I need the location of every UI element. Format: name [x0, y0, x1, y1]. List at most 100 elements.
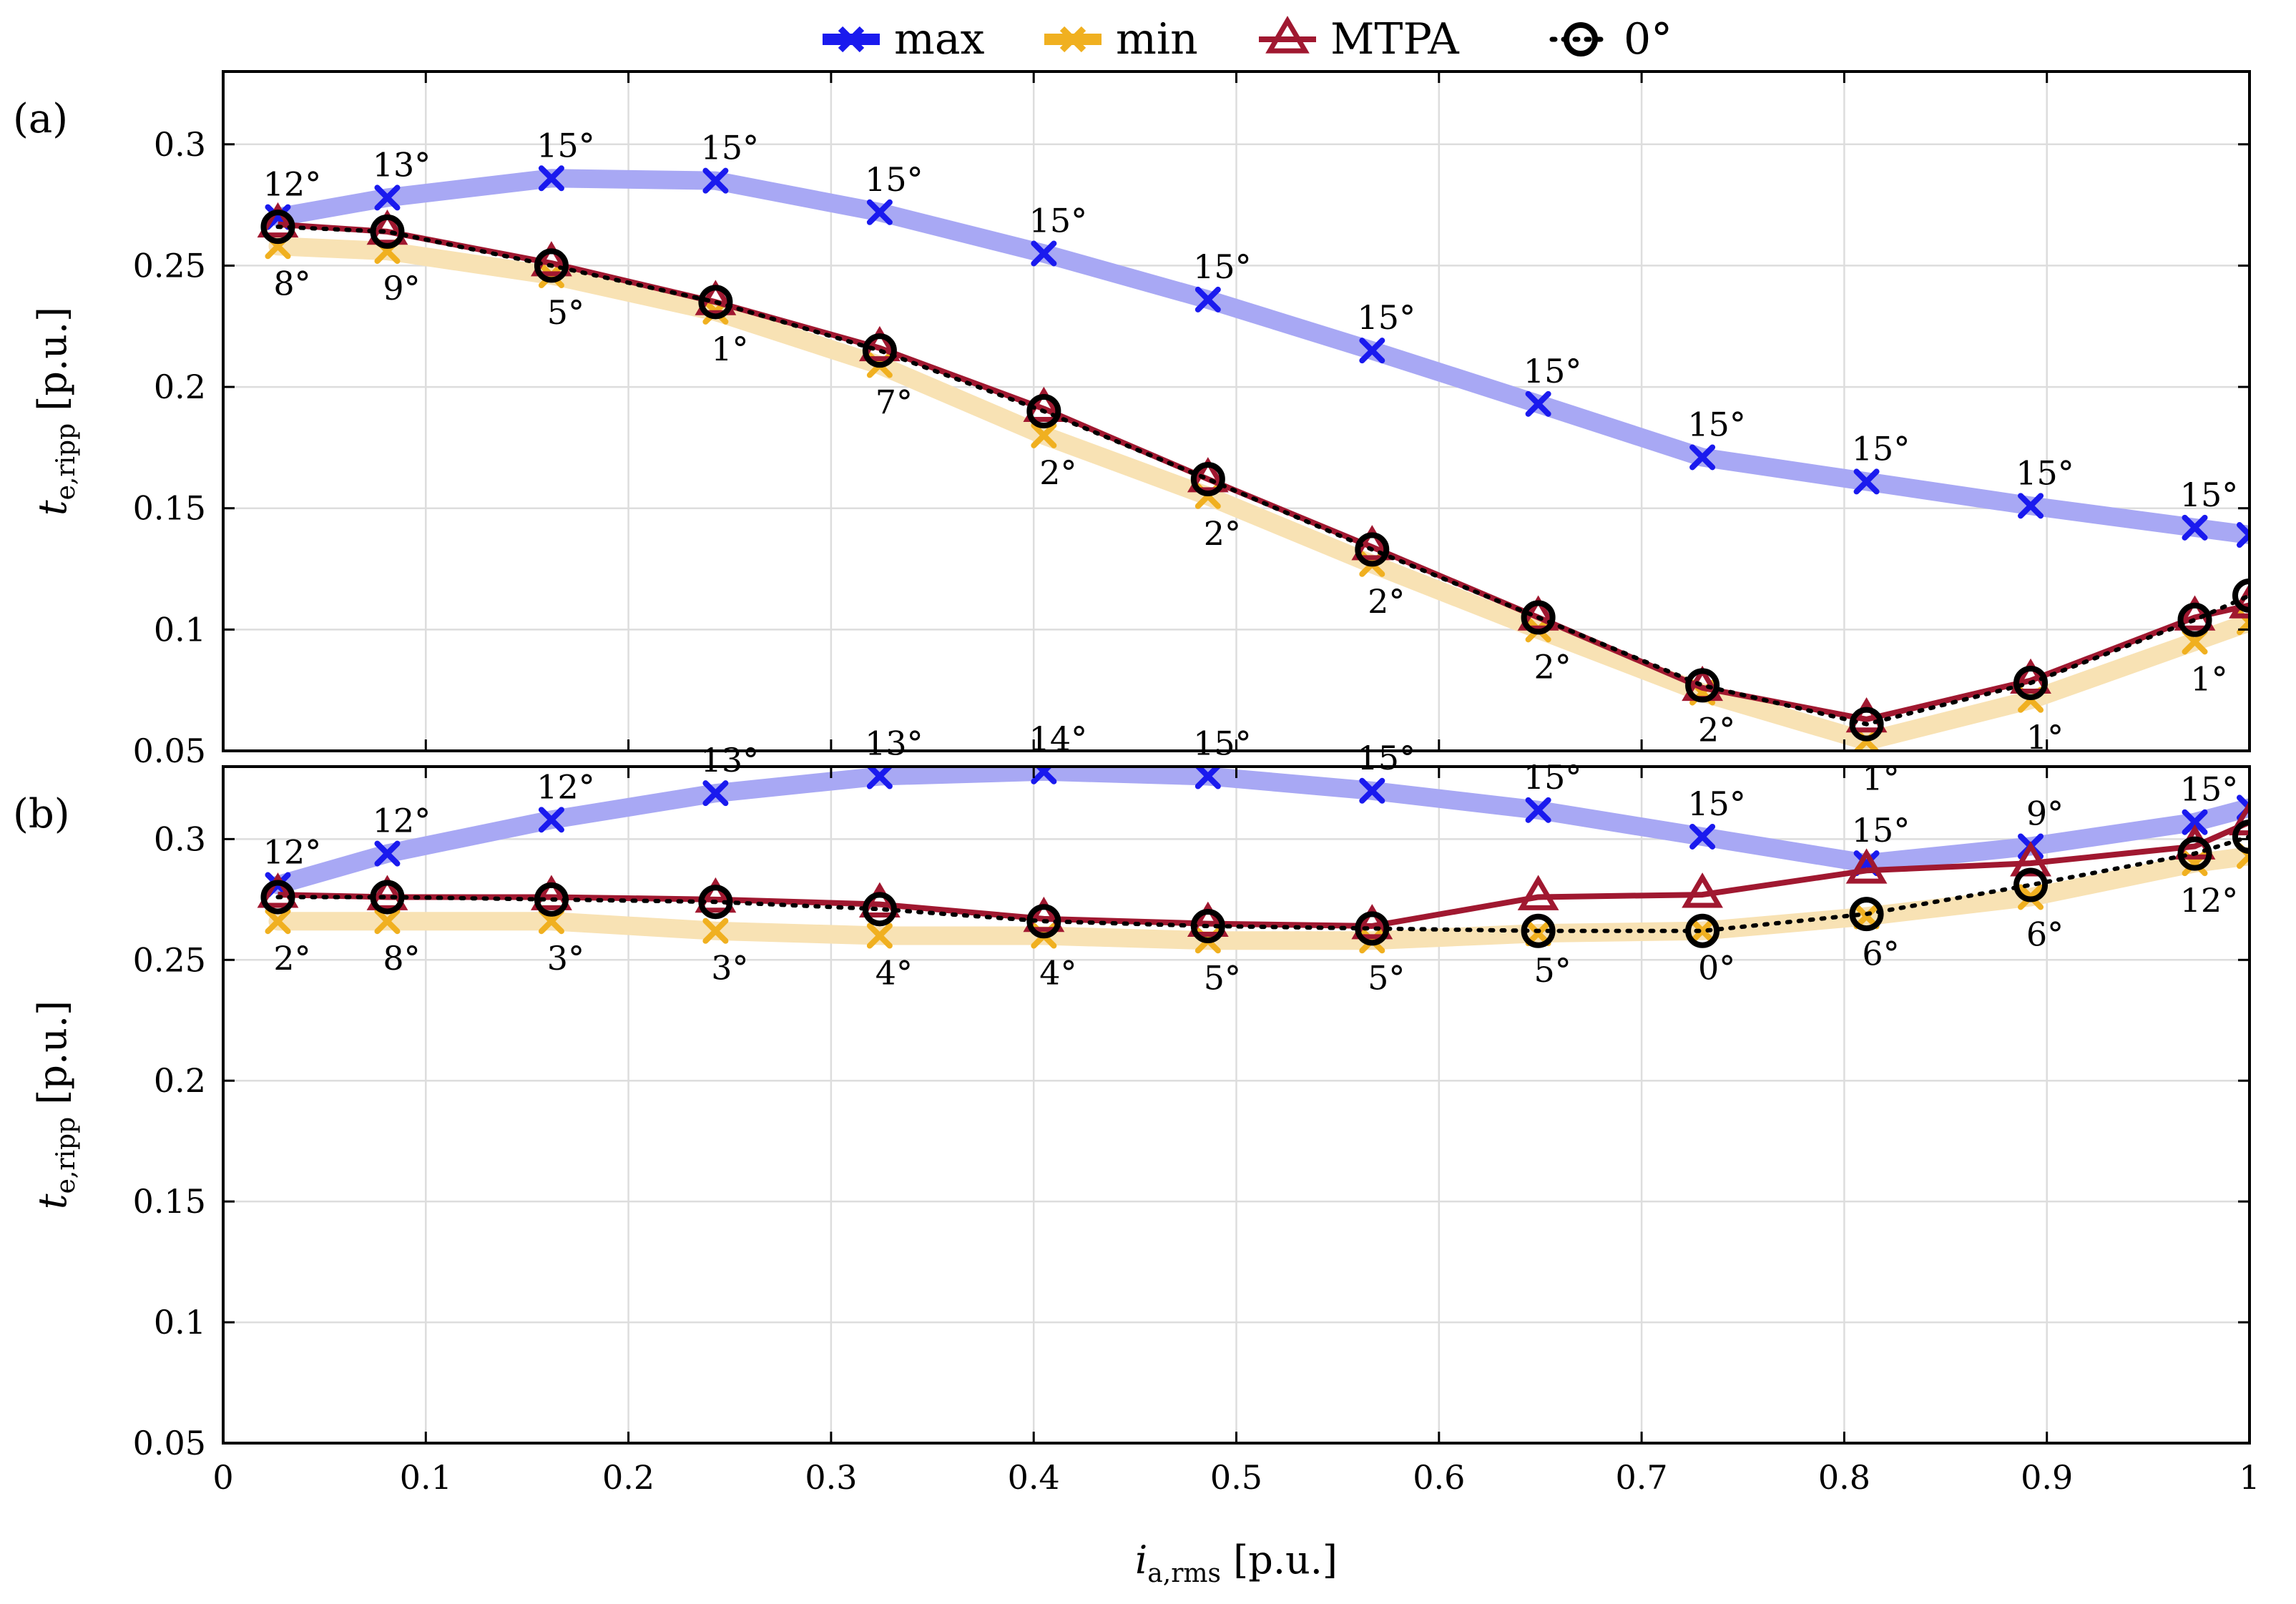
max-marker: [702, 780, 729, 807]
x-tick-label: 0.9: [2021, 1458, 2073, 1497]
zero-marker: [2013, 666, 2049, 700]
y-tick-label: 0.2: [154, 1061, 206, 1100]
min-angle-label: 2°: [1698, 711, 1735, 749]
min-angle-label: 8°: [273, 264, 310, 302]
max-marker: [1194, 767, 1221, 789]
x-axis-label-main: i: [1135, 1537, 1147, 1583]
max-angle-label: 15°: [1358, 298, 1416, 337]
zero-marker: [2232, 578, 2250, 613]
min-angle-label: 0°: [1698, 949, 1735, 988]
mtpa-marker: [531, 875, 572, 910]
max-angle-label: 15°: [1193, 247, 1252, 286]
min-marker: [265, 908, 291, 935]
max-angle-label: 15°: [1524, 758, 1582, 797]
series-min-band: [268, 237, 2250, 751]
max-angle-label: 15°: [1852, 811, 1910, 850]
min-angle-label: 6°: [2026, 915, 2064, 953]
max-marker: [2182, 514, 2208, 541]
max-angle-label: 13°: [373, 145, 431, 184]
mtpa-marker: [1517, 875, 1559, 910]
min-angle-label: 2°: [1534, 647, 1571, 686]
legend-zero-marker: [1564, 22, 1598, 56]
max-angle-label: 15°: [1687, 405, 1746, 443]
x-tick-label: 0.3: [805, 1458, 857, 1497]
max-angle-label: 9°: [2026, 794, 2064, 832]
legend-min-marker: [1059, 26, 1086, 53]
x-tick-label: 0.8: [1818, 1458, 1870, 1497]
max-marker: [866, 199, 893, 225]
max-angle-label: 15°: [2180, 770, 2239, 809]
series-max-band: [268, 169, 2250, 545]
legend-entry-min: min: [1044, 14, 1198, 64]
series-min-band: [268, 847, 2250, 950]
mtpa-marker: [531, 241, 572, 277]
mtpa-marker: [1023, 386, 1065, 422]
max-marker: [2182, 809, 2208, 835]
min-angle-label: 3°: [547, 939, 584, 978]
x-tick-label: 0: [212, 1458, 233, 1497]
y-tick-label: 0.3: [154, 820, 206, 858]
x-axis-label-sub: a,rms: [1147, 1559, 1221, 1588]
mtpa-marker: [2010, 658, 2051, 694]
x-axis-label-unit: [p.u.]: [1221, 1537, 1338, 1583]
y-tick-label: 0.15: [133, 1182, 206, 1221]
max-marker: [1194, 286, 1221, 313]
zero-marker: [1190, 462, 1225, 496]
min-angle-label: 2°: [273, 939, 310, 978]
y-axis-label-a-unit: [p.u.]: [30, 307, 75, 423]
max-angle-label: 15°: [2180, 476, 2239, 514]
min-angle-label: 12°: [2180, 881, 2239, 920]
x-tick-label: 0.1: [400, 1458, 452, 1497]
y-tick-label: 0.25: [133, 246, 206, 285]
min-angle-label: 5°: [1534, 951, 1571, 990]
zero-marker: [1685, 668, 1720, 703]
min-angle-label: 4°: [1039, 954, 1076, 993]
zero-marker: [698, 285, 733, 320]
y-tick-label: 0.05: [133, 732, 206, 770]
panel-b: 12°12°12°13° 13° 14° 15° 15°15°15°15° 9°15°2°…: [133, 719, 2260, 1497]
x-tick-label: 0.7: [1616, 1458, 1668, 1497]
mtpa-marker: [1845, 848, 1888, 884]
zero-marker: [1355, 532, 1390, 567]
min-marker: [1853, 903, 1880, 930]
zero-marker: [1849, 707, 1884, 742]
zero-marker: [534, 882, 569, 917]
min-marker: [1525, 920, 1551, 947]
legend-min-label: min: [1116, 14, 1198, 64]
legend-entry-zero: 0°: [1549, 14, 1672, 64]
y-axis-label-b: te,ripp [p.u.]: [30, 1000, 81, 1209]
max-angle-label: 13°: [701, 741, 760, 779]
min-marker: [866, 922, 893, 949]
min-angle-label: 1°: [1862, 759, 1899, 797]
min-angle-label: 8°: [383, 939, 420, 978]
zero-marker: [1190, 908, 1225, 943]
legend-max-label: max: [894, 14, 985, 64]
min-angle-label: 4°: [875, 954, 913, 993]
mtpa-marker: [1023, 896, 1065, 933]
min-angle-label: 2°: [1204, 514, 1241, 553]
y-axis-label-b-unit: [p.u.]: [30, 1000, 75, 1117]
min-angle-label: 3°: [711, 949, 748, 988]
min-angle-label: 5°: [1204, 958, 1241, 997]
mtpa-marker: [2229, 799, 2250, 836]
legend-mtpa-marker: [1265, 16, 1310, 54]
legend-zero-label: 0°: [1624, 14, 1672, 64]
max-angle-label: 15°: [1524, 352, 1582, 390]
y-axis-label-a: te,ripp [p.u.]: [30, 307, 81, 516]
min-marker: [1689, 917, 1716, 944]
x-tick-label: 0.5: [1210, 1458, 1262, 1497]
y-tick-label: 0.1: [154, 610, 206, 649]
mtpa-marker: [695, 877, 737, 913]
zero-marker: [1026, 904, 1061, 939]
x-axis-label: ia,rms [p.u.]: [1135, 1537, 1338, 1588]
zero-marker: [698, 885, 733, 920]
y-tick-label: 0.05: [133, 1424, 206, 1462]
y-tick-label: 0.3: [154, 125, 206, 164]
y-tick-label: 0.2: [154, 368, 206, 406]
min-angle-label: 5°: [547, 293, 584, 332]
zero-marker: [370, 880, 405, 915]
series-mtpa-line: [278, 221, 2250, 722]
mtpa-marker: [1351, 904, 1393, 940]
mtpa-marker: [2229, 583, 2250, 619]
min-marker: [702, 917, 729, 944]
